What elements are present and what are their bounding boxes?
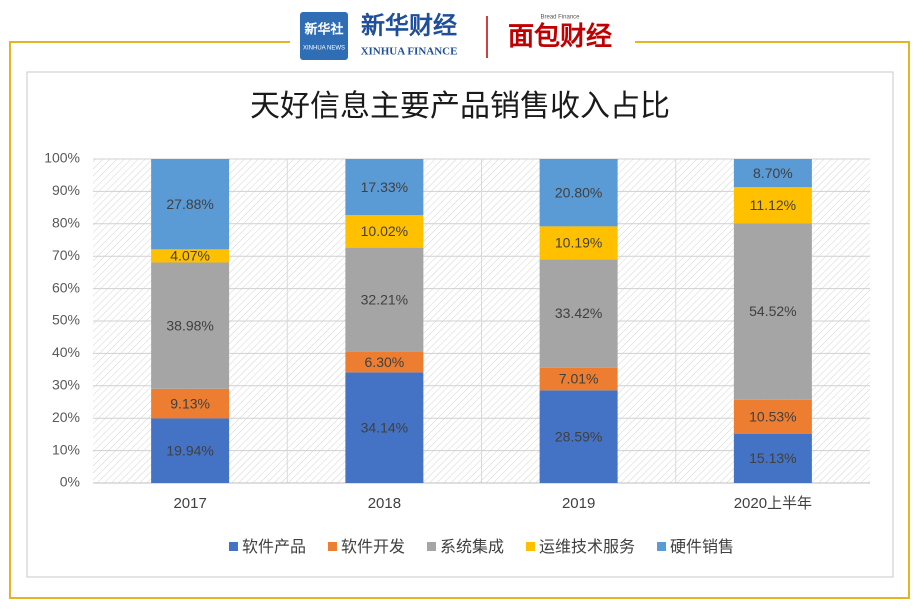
x-tick-label: 2018	[368, 495, 401, 512]
logo-subtext: XINHUA NEWS	[303, 46, 345, 52]
y-tick-label: 50%	[52, 312, 80, 328]
bar-segment	[345, 351, 424, 373]
y-tick-label: 20%	[52, 409, 80, 425]
legend-label: 硬件销售	[670, 538, 734, 556]
logo-box	[300, 12, 348, 60]
logo-subtext: Bread Finance	[540, 15, 580, 21]
bar-segment	[345, 372, 424, 483]
logo-text: 面包财经	[508, 21, 612, 51]
value-label: 6.30%	[365, 354, 405, 370]
bar-segment	[151, 418, 230, 483]
value-label: 34.14%	[361, 419, 408, 435]
legend-marker	[657, 542, 667, 551]
y-tick-label: 0%	[60, 474, 80, 490]
bar-segment	[539, 390, 618, 483]
value-label: 33.42%	[555, 305, 602, 321]
bar-segment	[733, 399, 812, 434]
y-tick-label: 30%	[52, 377, 80, 393]
bar-segment	[539, 226, 618, 260]
logo-subtext: XINHUA FINANCE	[361, 46, 458, 58]
value-label: 7.01%	[559, 371, 599, 387]
y-tick-label: 40%	[52, 344, 80, 360]
y-tick-label: 10%	[52, 441, 80, 457]
legend-label: 软件开发	[341, 538, 405, 556]
legend-label: 运维技术服务	[539, 538, 635, 556]
legend-marker	[327, 542, 337, 551]
value-label: 38.98%	[166, 317, 213, 333]
value-label: 28.59%	[555, 428, 602, 444]
value-label: 20.80%	[555, 184, 602, 200]
value-label: 15.13%	[749, 450, 796, 466]
value-label: 27.88%	[166, 196, 213, 212]
value-label: 8.70%	[753, 165, 793, 181]
bar-segment	[733, 223, 812, 400]
legend-label: 软件产品	[242, 538, 306, 556]
bar-segment	[151, 262, 230, 389]
bar-segment	[733, 159, 812, 188]
logo-text: 新华社	[304, 21, 343, 36]
value-label: 19.94%	[166, 442, 213, 458]
y-tick-label: 60%	[52, 279, 80, 295]
value-label: 10.19%	[555, 235, 602, 251]
value-label: 32.21%	[361, 291, 408, 307]
x-tick-label: 2020上半年	[734, 495, 812, 512]
logo-text: 新华财经	[361, 12, 457, 40]
y-tick-label: 100%	[44, 150, 80, 166]
value-label: 11.12%	[750, 197, 796, 213]
frame	[9, 41, 910, 599]
x-tick-label: 2019	[562, 495, 595, 512]
y-tick-label: 80%	[52, 215, 80, 231]
legend-marker	[426, 542, 436, 551]
bar-segment	[539, 367, 618, 391]
bar-segment	[539, 158, 618, 227]
value-label: 4.07%	[170, 248, 210, 264]
value-label: 9.13%	[170, 395, 210, 411]
legend-marker	[526, 542, 536, 551]
value-label: 10.02%	[361, 223, 408, 239]
y-tick-label: 90%	[52, 182, 80, 198]
bar-segment	[539, 259, 618, 368]
value-label: 54.52%	[749, 303, 796, 319]
bar-segment	[151, 159, 230, 250]
legend-label: 系统集成	[440, 538, 504, 556]
bar-segment	[151, 249, 230, 263]
bar-segment	[345, 159, 424, 216]
bar-segment	[151, 388, 230, 419]
chart-title: 天好信息主要产品销售收入占比	[250, 90, 670, 123]
bar-segment	[733, 433, 812, 483]
bar-segment	[345, 247, 424, 352]
bar-segment	[733, 187, 812, 224]
y-tick-label: 70%	[52, 247, 80, 263]
value-label: 10.53%	[749, 409, 796, 425]
x-tick-label: 2017	[173, 495, 206, 512]
legend-marker	[228, 542, 238, 551]
value-label: 17.33%	[361, 179, 408, 195]
bar-segment	[345, 215, 424, 248]
